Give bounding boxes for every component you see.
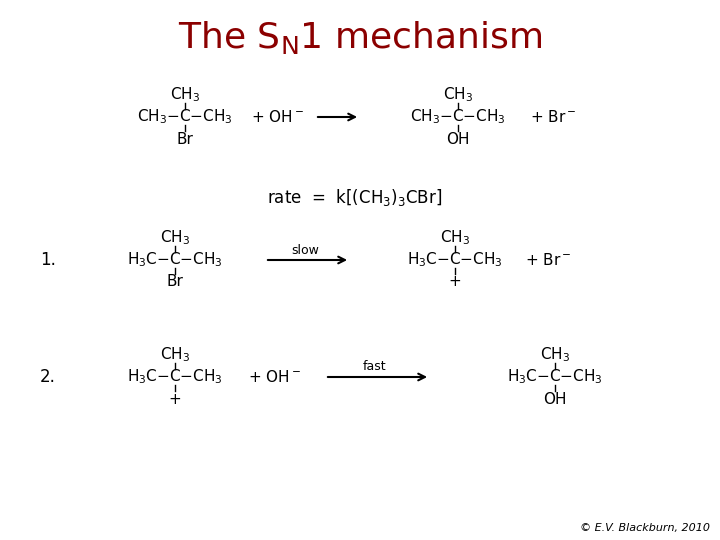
Text: H$_3$C−C−CH$_3$: H$_3$C−C−CH$_3$ [127,251,223,269]
Text: CH$_3$: CH$_3$ [160,228,190,247]
Text: CH$_3$−C−CH$_3$: CH$_3$−C−CH$_3$ [410,107,506,126]
Text: + Br$^-$: + Br$^-$ [530,109,576,125]
Text: + Br$^-$: + Br$^-$ [525,252,571,268]
Text: CH$_3$: CH$_3$ [170,86,200,104]
Text: CH$_3$: CH$_3$ [160,346,190,365]
Text: 2.: 2. [40,368,56,386]
Text: H$_3$C−C−CH$_3$: H$_3$C−C−CH$_3$ [507,368,603,386]
Text: CH$_3$: CH$_3$ [540,346,570,365]
Text: OH: OH [446,132,469,146]
Text: + OH$^-$: + OH$^-$ [251,109,305,125]
Text: +: + [449,274,462,289]
Text: +: + [168,392,181,407]
Text: CH$_3$: CH$_3$ [443,86,473,104]
Text: H$_3$C−C−CH$_3$: H$_3$C−C−CH$_3$ [127,368,223,386]
Text: rate  =  k[(CH$_3$)$_3$CBr]: rate = k[(CH$_3$)$_3$CBr] [267,187,443,208]
Text: © E.V. Blackburn, 2010: © E.V. Blackburn, 2010 [580,523,710,533]
Text: Br: Br [166,274,184,289]
Text: 1.: 1. [40,251,56,269]
Text: CH$_3$−C−CH$_3$: CH$_3$−C−CH$_3$ [137,107,233,126]
Text: H$_3$C−C−CH$_3$: H$_3$C−C−CH$_3$ [407,251,503,269]
Text: Br: Br [176,132,194,146]
Text: + OH$^-$: + OH$^-$ [248,369,302,385]
Text: OH: OH [544,392,567,407]
Text: CH$_3$: CH$_3$ [440,228,470,247]
Text: slow: slow [291,244,319,256]
Text: The S$_\mathregular{N}$1 mechanism: The S$_\mathregular{N}$1 mechanism [178,19,542,57]
Text: fast: fast [363,361,387,374]
